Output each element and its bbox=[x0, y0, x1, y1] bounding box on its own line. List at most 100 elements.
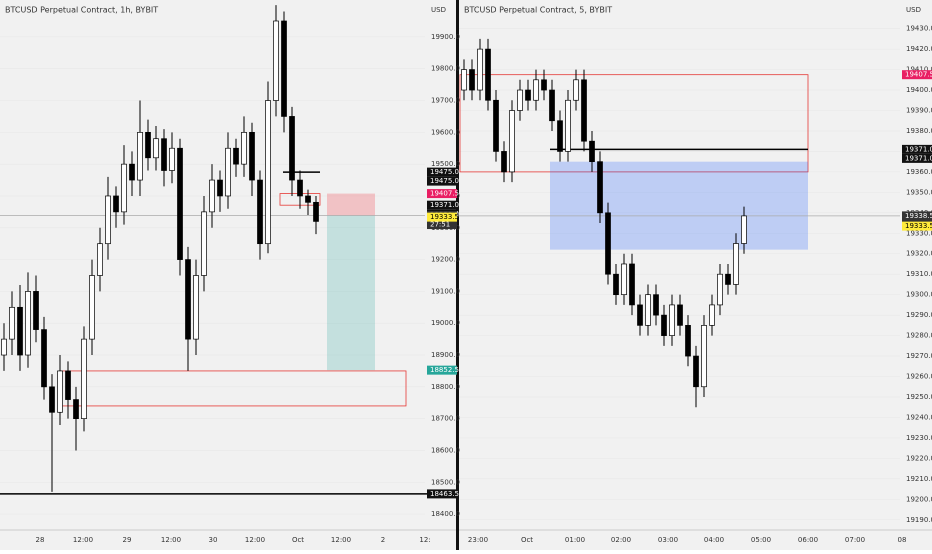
price-tag bbox=[427, 189, 457, 199]
y-tick-label: 19210.0 bbox=[906, 475, 932, 483]
y-tick-label: 19320.0 bbox=[906, 250, 932, 258]
candle-body bbox=[121, 163, 127, 213]
price-tag-label: 19333.5 bbox=[430, 213, 459, 221]
zone-blue bbox=[550, 161, 808, 250]
candle-body bbox=[177, 147, 183, 260]
candle-body bbox=[733, 243, 739, 285]
candle-body bbox=[1, 338, 7, 356]
x-tick-label: 30 bbox=[209, 536, 218, 544]
countdown-label: 27:51 bbox=[430, 221, 450, 229]
y-tick-label: 18600.0 bbox=[431, 446, 460, 454]
y-tick-label: 19350.0 bbox=[906, 188, 932, 196]
price-tag-label: 18852.5 bbox=[430, 366, 459, 374]
candle-body bbox=[273, 20, 279, 101]
x-tick-label: 12:00 bbox=[245, 536, 265, 544]
y-tick-label: 19380.0 bbox=[906, 127, 932, 135]
candle-body bbox=[193, 275, 199, 340]
candle-body bbox=[41, 329, 47, 388]
x-tick-label: 04:00 bbox=[704, 536, 724, 544]
y-tick-label: 19200.0 bbox=[906, 495, 932, 503]
candle-body bbox=[629, 263, 635, 306]
price-tag-label: 19338.5 bbox=[905, 212, 932, 220]
candle-body bbox=[265, 100, 271, 245]
x-tick-label: 08 bbox=[898, 536, 907, 544]
candle-body bbox=[637, 304, 643, 326]
y-tick-label: 19200.0 bbox=[431, 256, 460, 264]
candle-body bbox=[73, 399, 79, 420]
x-tick-label: Oct bbox=[521, 536, 533, 544]
price-tag bbox=[902, 144, 932, 154]
x-tick-label: 12:00 bbox=[161, 536, 181, 544]
price-tag bbox=[427, 489, 457, 499]
candle-body bbox=[461, 69, 467, 91]
candle-body bbox=[533, 79, 539, 101]
candle-body bbox=[661, 314, 667, 336]
x-tick-label: 12:00 bbox=[331, 536, 351, 544]
candle-body bbox=[565, 99, 571, 152]
y-tick-label: 19000.0 bbox=[431, 319, 460, 327]
y-tick-label: 19400.0 bbox=[906, 86, 932, 94]
candle-body bbox=[145, 131, 151, 159]
candle-body bbox=[289, 116, 295, 181]
candle-body bbox=[113, 195, 119, 213]
price-tag-label: 19407.5 bbox=[430, 190, 459, 198]
price-tag bbox=[902, 153, 932, 163]
x-tick-label: Oct bbox=[292, 536, 304, 544]
y-tick-label: 19600.0 bbox=[431, 128, 460, 136]
candle-body bbox=[185, 259, 191, 340]
candle-body bbox=[525, 89, 531, 101]
price-tag-label: 19475.0 bbox=[430, 168, 459, 176]
currency-label: USD bbox=[431, 6, 446, 14]
y-tick-label: 18500.0 bbox=[431, 478, 460, 486]
candle-body bbox=[701, 325, 707, 388]
candle-body bbox=[249, 131, 255, 181]
candle-body bbox=[57, 370, 63, 413]
x-tick-label: 12:00 bbox=[73, 536, 93, 544]
y-tick-label: 19230.0 bbox=[906, 434, 932, 442]
y-tick-label: 18800.0 bbox=[431, 383, 460, 391]
candle-body bbox=[49, 386, 55, 413]
candle-body bbox=[477, 48, 483, 91]
candle-body bbox=[161, 138, 167, 171]
y-tick-label: 19270.0 bbox=[906, 352, 932, 360]
y-tick-label: 19300.0 bbox=[906, 291, 932, 299]
candle-body bbox=[581, 79, 587, 142]
zone-profit bbox=[327, 215, 375, 371]
candle-body bbox=[169, 147, 175, 171]
price-tag bbox=[427, 167, 457, 177]
x-tick-label: 23:00 bbox=[468, 536, 488, 544]
y-tick-label: 19390.0 bbox=[906, 107, 932, 115]
y-tick-label: 18900.0 bbox=[431, 351, 460, 359]
y-tick-label: 19240.0 bbox=[906, 413, 932, 421]
y-tick-label: 19260.0 bbox=[906, 373, 932, 381]
price-tag-label: 19371.0 bbox=[905, 154, 932, 162]
candle-body bbox=[725, 273, 731, 285]
x-tick-label: 01:00 bbox=[565, 536, 585, 544]
x-tick-label: 12: bbox=[419, 536, 430, 544]
candle-body bbox=[573, 79, 579, 101]
y-tick-label: 19250.0 bbox=[906, 393, 932, 401]
y-tick-label: 19900.0 bbox=[431, 33, 460, 41]
y-tick-label: 19190.0 bbox=[906, 516, 932, 524]
candle-body bbox=[105, 195, 111, 245]
candle-body bbox=[281, 20, 287, 117]
candle-body bbox=[137, 131, 143, 181]
candle-body bbox=[589, 140, 595, 163]
candle-body bbox=[597, 161, 603, 214]
candle-body bbox=[517, 89, 523, 111]
candle-body bbox=[201, 211, 207, 276]
candle-body bbox=[693, 355, 699, 388]
y-tick-label: 18400.0 bbox=[431, 510, 460, 518]
x-tick-label: 2 bbox=[381, 536, 385, 544]
x-tick-label: 06:00 bbox=[798, 536, 818, 544]
candle-body bbox=[709, 304, 715, 326]
price-tag bbox=[902, 221, 932, 231]
candle-body bbox=[685, 325, 691, 357]
x-tick-label: 05:00 bbox=[751, 536, 771, 544]
candle-body bbox=[9, 306, 15, 340]
candle-body bbox=[97, 243, 103, 276]
price-tag-label: 19407.5 bbox=[905, 71, 932, 79]
candle-body bbox=[209, 179, 215, 213]
y-tick-label: 19310.0 bbox=[906, 270, 932, 278]
